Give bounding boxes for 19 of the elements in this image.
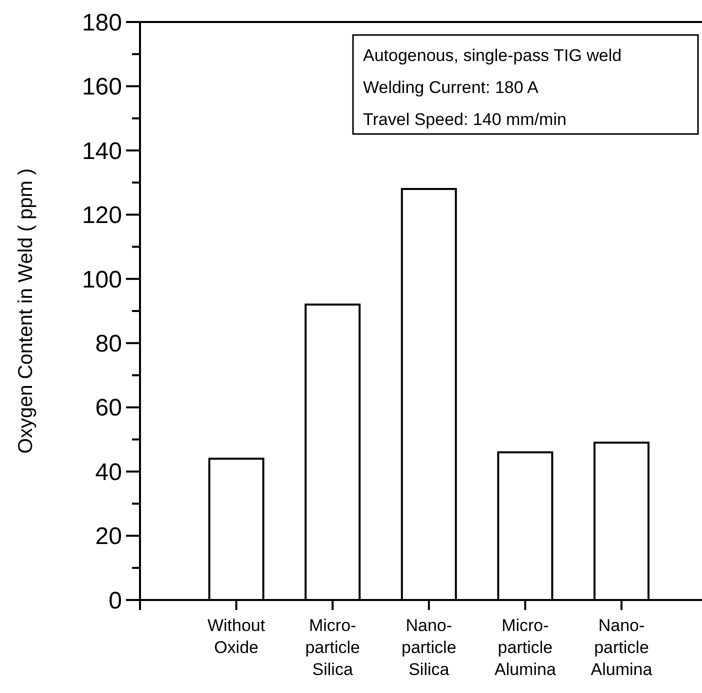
y-tick-label: 40: [95, 458, 122, 486]
annotation: Welding Current: 180 A: [363, 78, 540, 97]
annotation: Autogenous, single-pass TIG weld: [363, 46, 622, 65]
x-tick-label: Micro-particle Alumina: [494, 616, 556, 679]
x-tick-label: Without Oxide: [207, 616, 266, 657]
y-tick-label: 20: [95, 523, 122, 550]
x-tick-label: Nano-particle Alumina: [590, 616, 653, 679]
y-tick-label: 0: [108, 587, 122, 614]
y-tick-label: 120: [82, 202, 122, 230]
x-tick-label: Micro-particle Silica: [305, 616, 360, 679]
y-tick-label: 140: [82, 138, 122, 165]
y-axis-title: Oxygen Content in Weld ( ppm ): [15, 168, 37, 454]
y-tick-label: 100: [82, 266, 122, 294]
annotation: Travel Speed: 140 mm/min: [363, 110, 566, 129]
y-tick-label: 160: [82, 74, 122, 101]
x-tick-label: Nano-particle Silica: [401, 616, 456, 679]
y-tick-label: 80: [95, 330, 122, 358]
y-tick-label: 60: [95, 394, 122, 422]
y-tick-label: 180: [82, 9, 122, 36]
